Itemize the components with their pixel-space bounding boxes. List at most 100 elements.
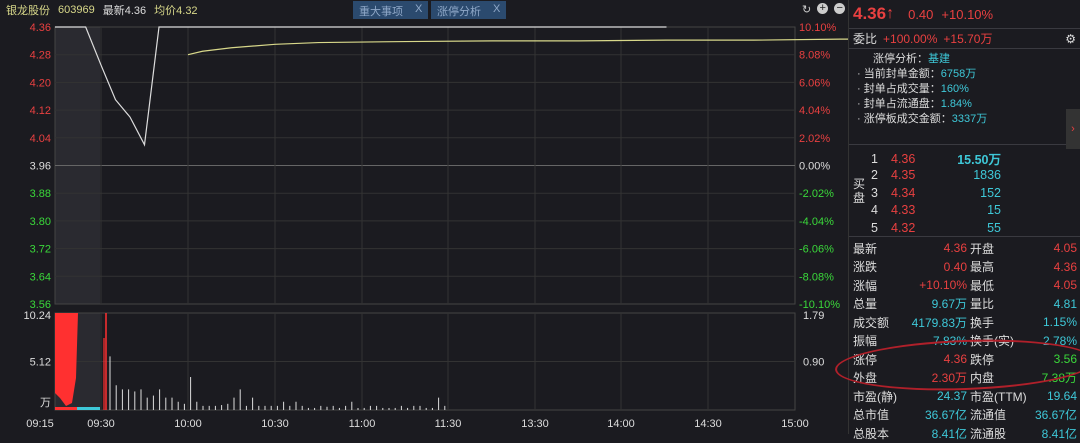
pct-tick: 6.06% [799,77,830,89]
price-tick: 4.36 [30,22,51,34]
time-tick: 10:00 [174,418,202,430]
pct-tick: -2.02% [799,188,834,200]
stat-value: 36.67亿 [924,408,967,423]
bid-level: 3 [871,185,878,200]
bid-price: 4.35 [891,168,916,183]
intraday-chart: 4.36 10.10% 4.28 8.08% 4.20 6.06% 4.12 4.04% 4.0… [23,22,848,430]
stat-label: 流通值 [970,408,1007,423]
stat-value: 4.36 [1053,259,1077,274]
stat-row: 振幅 7.83% 换手(实) 2.78% [849,332,1080,351]
bid-level: 5 [871,220,878,235]
item-label: 当前封单金额： [863,68,941,80]
tab-limit-analysis[interactable]: 涨停分析 X [431,1,507,19]
stat-label: 成交额 [853,315,890,330]
stat-label: 市盈(TTM) [970,389,1027,404]
stat-label: 换手(实) [970,334,1014,349]
auction-volume [55,313,78,406]
time-tick: 09:15 [26,418,54,430]
quote-panel: 4.36 ↑ 0.40 +10.10% 委比 +100.00% +15.70万 … [848,0,1080,441]
price-tick: 3.72 [30,244,51,256]
buy-side-label: 买盘 [853,176,866,205]
order-book-buy: 买盘 1 4.36 15.50万 2 4.35 1836 3 4.34 152 4 4.33 15 5 4… [849,144,1080,236]
tab-label: 重大事项 [359,6,403,18]
stat-row: 最新 4.36 开盘 4.05 [849,239,1080,258]
stat-value: 4.36 [943,241,967,256]
close-icon[interactable]: X [415,3,423,15]
stock-code: 603969 [58,4,95,16]
stat-value: 19.64 [1046,389,1077,404]
pct-tick: -8.08% [799,271,834,283]
price-change: 0.40 [908,6,934,22]
stat-row: 涨停 4.36 跌停 3.56 [849,350,1080,369]
stat-value: 4.05 [1053,278,1077,293]
bid-volume: 15.50万 [957,153,1001,167]
bid-row[interactable]: 2 4.35 1836 [871,167,1080,185]
sector-link[interactable]: 基建 [928,53,950,65]
pct-tick: -4.04% [799,216,834,228]
time-tick: 10:30 [261,418,289,430]
stat-value: 4179.83万 [911,315,967,330]
stat-label: 涨跌 [853,260,878,275]
volume-tick-right: 0.90 [803,357,824,369]
stat-value: 8.41亿 [931,426,967,441]
price-tick: 3.88 [30,188,51,200]
zoom-in-icon[interactable]: + [817,3,829,14]
pct-tick: 8.08% [799,50,830,62]
settings-gear-icon[interactable]: ⚙ [1065,31,1076,46]
price-tick: 3.80 [30,216,51,228]
stat-label: 振幅 [853,334,878,349]
bid-volume: 55 [987,220,1001,235]
bid-price: 4.36 [891,151,916,166]
bid-level: 2 [871,168,878,183]
bid-row[interactable]: 1 4.36 15.50万 [871,149,1080,168]
price-tick: 3.56 [30,299,51,311]
stat-value: 7.38万 [1041,371,1077,386]
bid-price: 4.33 [891,203,916,218]
tab-major-events[interactable]: 重大事项 X [353,1,429,19]
tab-label: 涨停分析 [437,6,481,18]
item-value: 160% [940,83,969,95]
quote-summary: 4.36 ↑ 0.40 +10.10% [849,0,1080,28]
pct-tick: 0.00% [799,161,830,173]
stat-row: 总市值 36.67亿 流通值 36.67亿 [849,406,1080,425]
stock-header: 银龙股份 603969 最新4.36 均价4.32 [0,0,845,20]
stat-label: 外盘 [853,371,878,386]
current-price: 4.36 [853,4,887,23]
stat-value: 24.37 [936,389,967,404]
price-line [55,26,667,147]
pct-tick: -10.10% [799,299,840,311]
stat-label: 量比 [970,297,995,312]
weibi-label: 委比 [853,32,878,46]
bid-level: 4 [871,203,878,218]
expand-chevron-icon[interactable]: › [1066,109,1080,149]
stat-row: 涨幅 +10.10% 最低 4.05 [849,276,1080,295]
up-arrow-icon: ↑ [886,5,895,22]
bid-price: 4.32 [891,220,916,235]
zoom-out-icon[interactable]: − [834,3,846,14]
refresh-icon[interactable]: ↻ [802,4,812,16]
stat-value: 9.67万 [931,297,967,312]
bid-row[interactable]: 3 4.34 152 [871,184,1080,202]
bid-row[interactable]: 5 4.32 55 [871,219,1080,237]
stat-label: 换手 [970,315,995,330]
item-value: 1.84% [940,98,972,110]
price-tick: 4.20 [30,77,51,89]
stat-value: 4.81 [1053,296,1077,311]
stat-label: 涨幅 [853,278,878,293]
bid-row[interactable]: 4 4.33 15 [871,202,1080,220]
bid-price: 4.34 [891,185,916,200]
avg-price-line [187,38,848,56]
stat-value: 4.05 [1053,241,1077,256]
auction-volume-base [55,407,77,410]
pct-tick: -6.06% [799,244,834,256]
bid-volume: 15 [987,203,1001,218]
stat-label: 最新 [853,241,878,256]
stat-value: 8.41亿 [1041,426,1077,441]
stat-row: 成交额 4179.83万 换手 1.15% [849,313,1080,332]
item-label: 封单占成交量： [863,83,941,95]
close-icon[interactable]: X [493,3,501,15]
auction-volume-cyan [77,407,100,410]
stat-label: 开盘 [970,241,995,256]
item-value: 3337万 [951,113,988,125]
stat-value: 2.78% [1042,333,1077,348]
